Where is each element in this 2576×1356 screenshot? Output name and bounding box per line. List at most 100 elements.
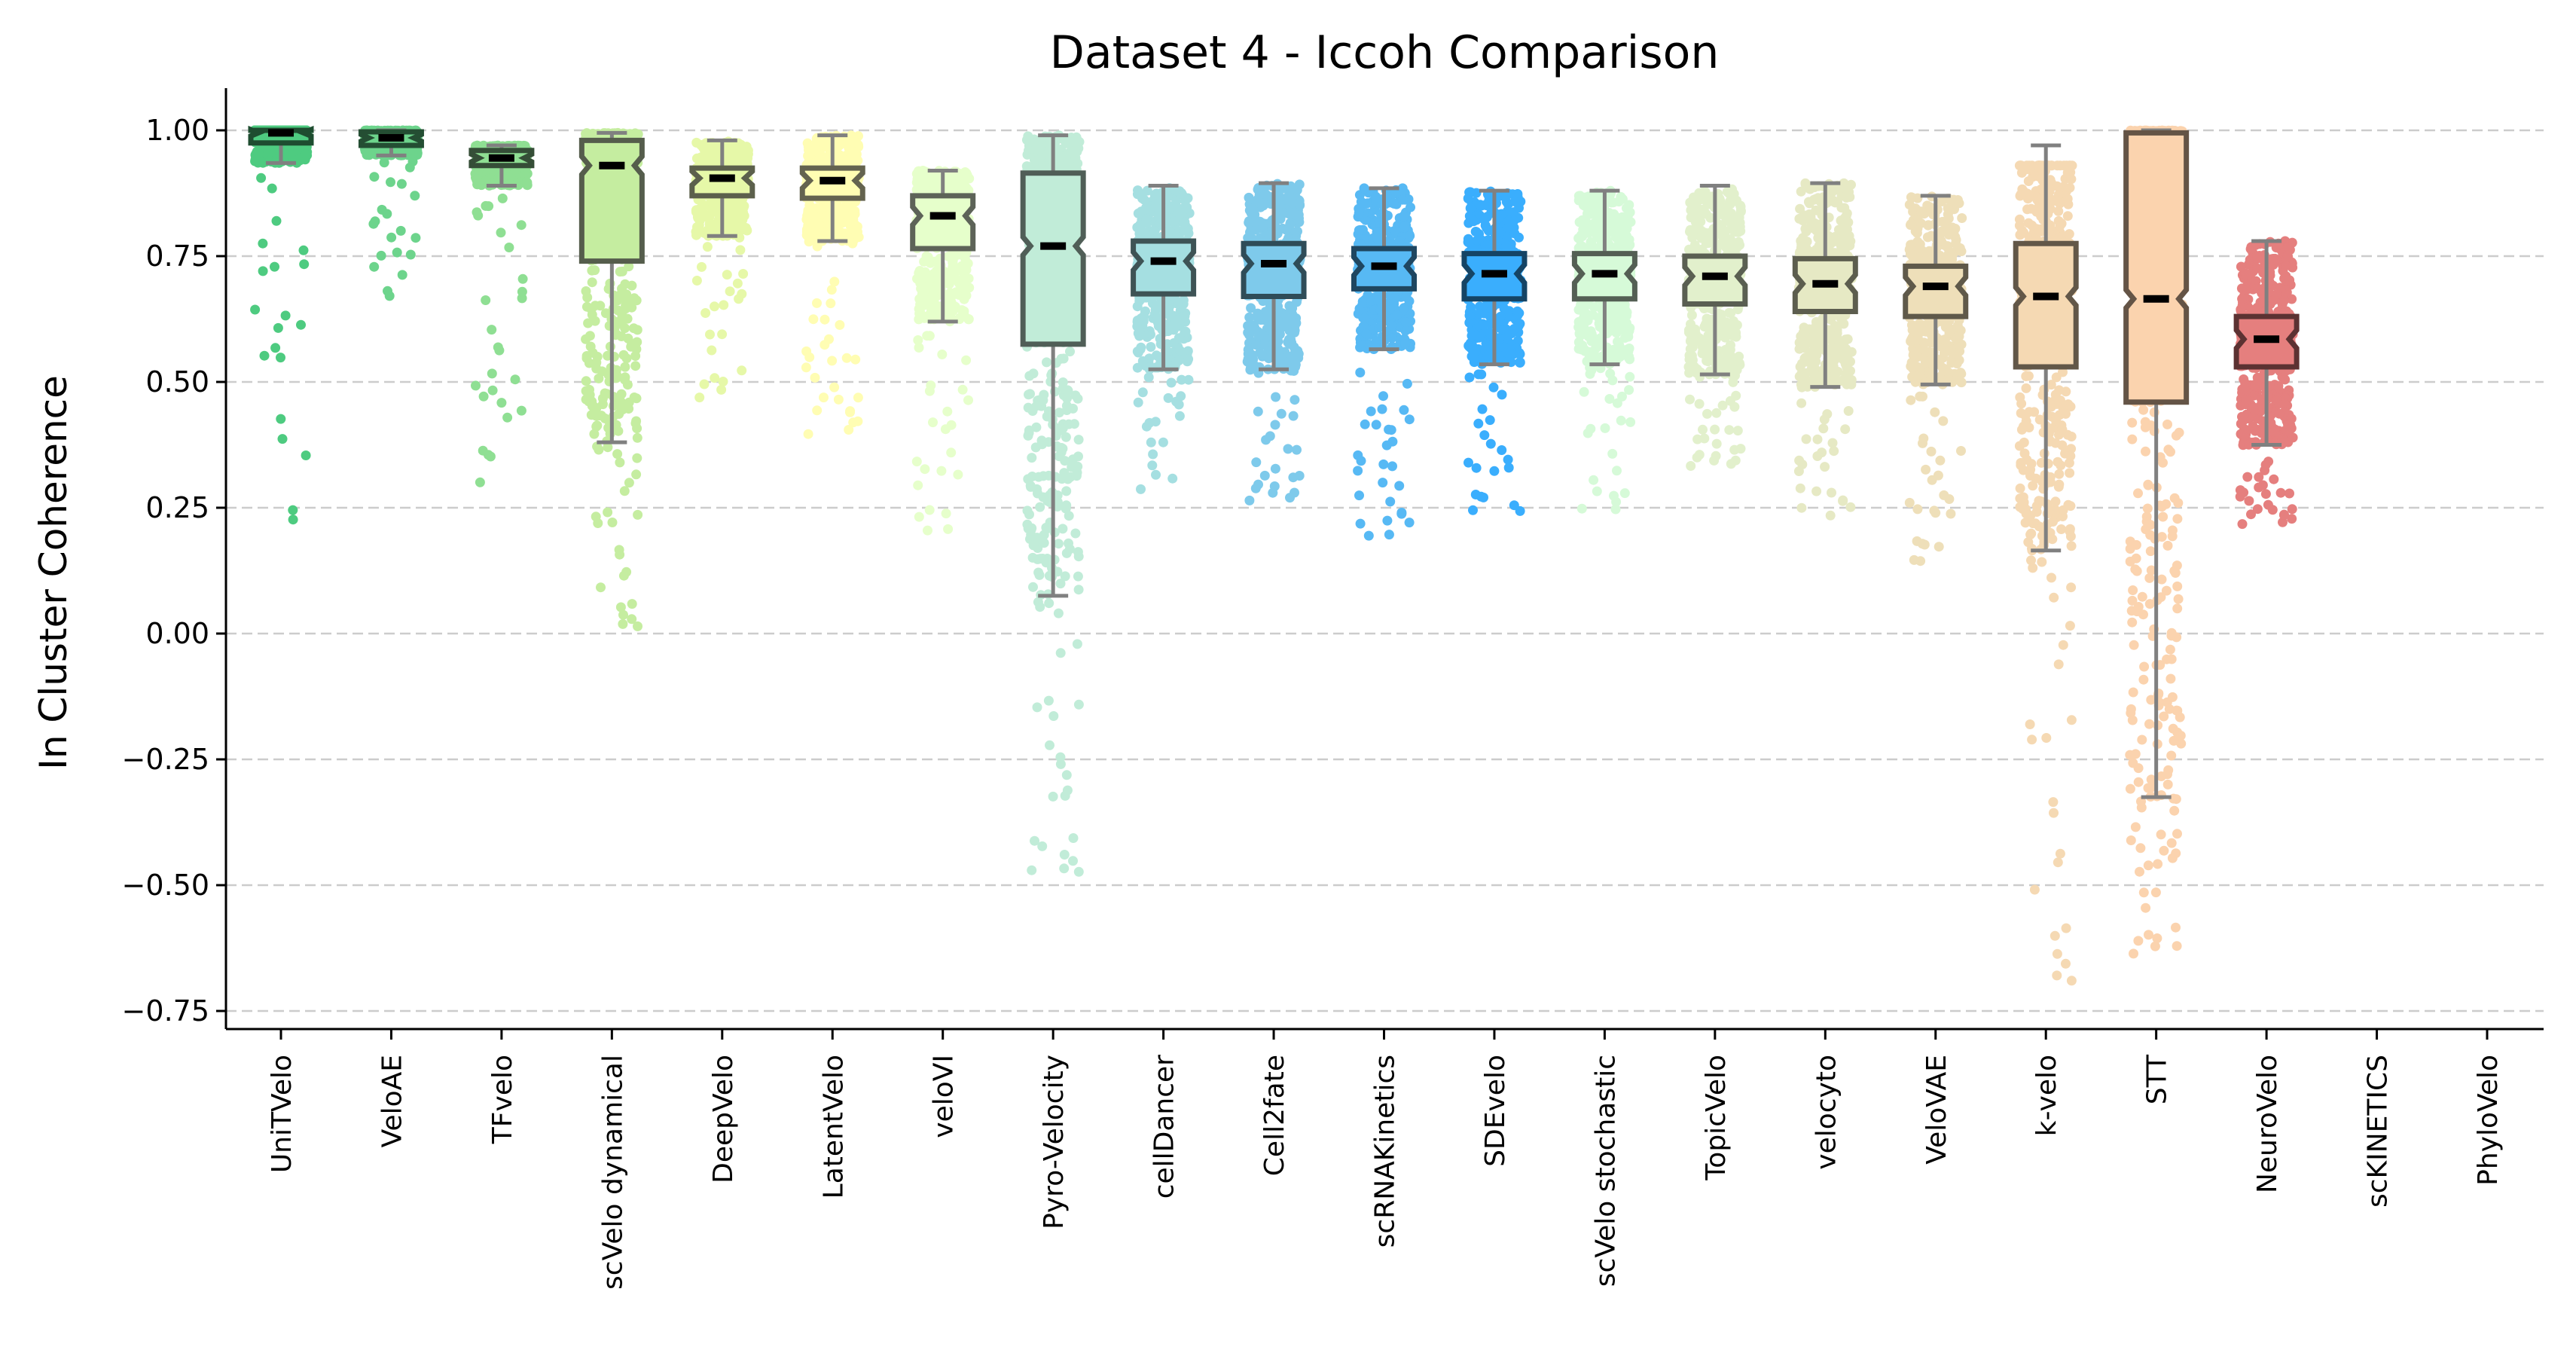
strip-point (619, 374, 630, 385)
strip-point (516, 220, 526, 231)
strip-point (1053, 539, 1064, 549)
strip-point (716, 384, 727, 395)
strip-point (926, 380, 936, 391)
strip-point (929, 180, 940, 191)
chart-title: Dataset 4 - Iccoh Comparison (1050, 26, 1720, 79)
strip-point (923, 525, 932, 536)
strip-point (596, 582, 606, 593)
strip-point (1061, 432, 1071, 442)
strip-point (397, 270, 407, 280)
strip-point (853, 232, 864, 243)
strip-point (471, 380, 481, 391)
strip-point (710, 301, 719, 312)
strip-point (1060, 469, 1070, 480)
strip-point (1033, 567, 1044, 578)
strip-point (700, 308, 711, 318)
strip-point (691, 153, 702, 163)
strip-point (1033, 597, 1043, 607)
strip-point (516, 405, 526, 416)
strip-point (258, 266, 268, 276)
strip-point (259, 350, 270, 361)
strip-point (812, 298, 822, 308)
strip-point (615, 549, 625, 560)
strip-point (737, 365, 747, 376)
strip-point (1068, 856, 1078, 866)
strip-point (1035, 502, 1045, 512)
strip-point (1028, 368, 1039, 379)
strip-point (584, 384, 594, 395)
strip-point (1028, 582, 1038, 592)
strip-point (805, 205, 816, 215)
strip-point (1038, 492, 1048, 502)
strip-point (1059, 863, 1070, 874)
strip-point (270, 261, 279, 272)
strip-point (1068, 833, 1079, 843)
strip-point (581, 394, 591, 405)
strip-point (829, 382, 840, 392)
strip-point (620, 279, 630, 289)
strip-point (594, 411, 604, 421)
strip-point (732, 149, 743, 160)
strip-point (590, 265, 600, 276)
strip-point (472, 207, 482, 218)
strip-point (951, 264, 962, 274)
strip-point (633, 509, 643, 520)
strip-point (632, 453, 642, 463)
strip-point (484, 201, 494, 212)
strip-point (632, 432, 642, 443)
strip-point (702, 242, 713, 252)
strip-point (937, 350, 948, 359)
strip-point (803, 429, 813, 439)
strip-point (943, 524, 954, 534)
strip-point (478, 391, 489, 402)
strip-point (913, 335, 923, 345)
strip-point (835, 319, 845, 330)
strip-point (1054, 408, 1064, 418)
strip-point (581, 334, 591, 344)
strip-point (1022, 505, 1033, 516)
strip-point (619, 486, 630, 496)
strip-point (1042, 411, 1052, 422)
strip-point (618, 570, 629, 581)
strip-point (735, 208, 746, 218)
strip-point (914, 512, 924, 522)
strip-point (615, 457, 625, 468)
strip-point (697, 261, 707, 272)
strip-point (913, 480, 923, 490)
strip-point (719, 300, 729, 310)
strip-point (691, 276, 702, 286)
strip-point (591, 359, 601, 370)
strip-point (845, 406, 856, 417)
strip-point (288, 515, 298, 525)
strip-point (819, 314, 830, 325)
strip-point (1026, 524, 1036, 535)
strip-point (837, 154, 847, 164)
strip-point (735, 245, 746, 255)
strip-point (1053, 608, 1064, 618)
strip-point (581, 376, 591, 386)
strip-point (405, 249, 416, 260)
strip-point (924, 505, 935, 515)
strip-point (485, 451, 496, 462)
strip-point (481, 295, 491, 305)
strip-point (957, 279, 967, 290)
y-axis-label: In Cluster Coherence (32, 375, 75, 770)
strip-point (816, 203, 826, 214)
strip-point (475, 477, 485, 487)
strip-point (276, 414, 286, 424)
strip-point (628, 323, 639, 334)
strip-point (948, 255, 958, 265)
strip-point (1073, 585, 1084, 595)
strip-point (924, 273, 935, 284)
strip-point (1023, 474, 1033, 484)
strip-point (301, 450, 311, 460)
strip-point (718, 377, 728, 386)
strip-point (848, 133, 859, 143)
strip-point (615, 602, 626, 612)
strip-point (623, 333, 633, 344)
strip-point (928, 303, 939, 313)
strip-point (256, 173, 267, 183)
strip-point (581, 286, 591, 296)
strip-point (607, 518, 618, 527)
